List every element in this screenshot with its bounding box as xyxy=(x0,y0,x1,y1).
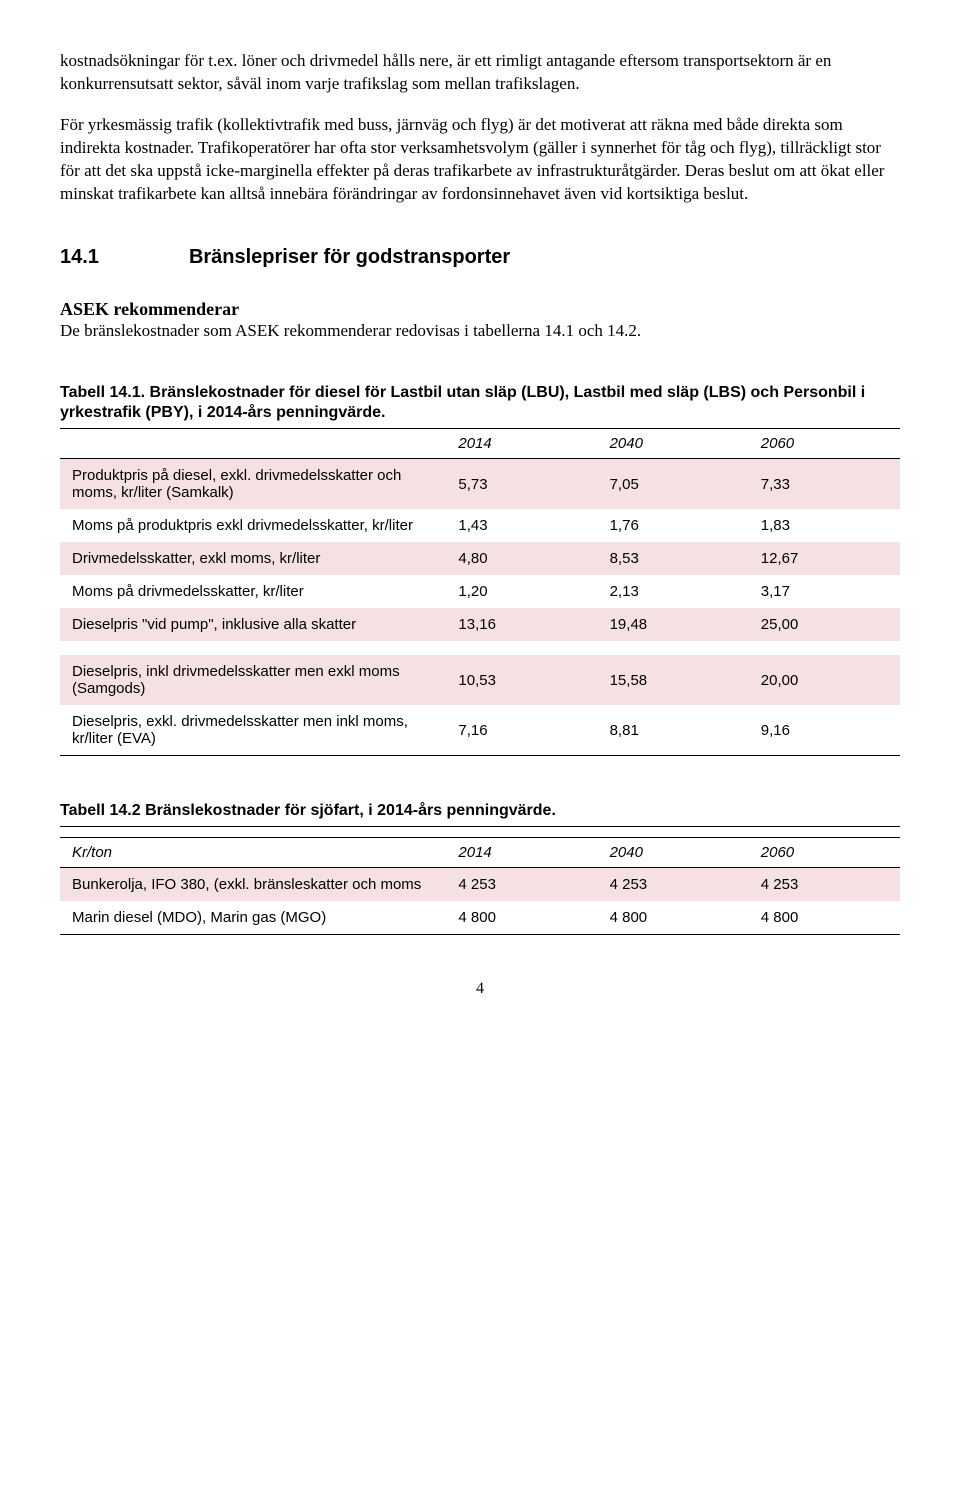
cell: 5,73 xyxy=(446,459,597,510)
cell: 3,17 xyxy=(749,575,900,608)
cell: 19,48 xyxy=(598,608,749,641)
table-row: Dieselpris "vid pump", inklusive alla sk… xyxy=(60,608,900,641)
table2-header-row: Kr/ton 2014 2040 2060 xyxy=(60,837,900,867)
table-gap xyxy=(60,641,900,655)
cell: 15,58 xyxy=(598,655,749,705)
cell: 1,76 xyxy=(598,509,749,542)
asek-text: De bränslekostnader som ASEK rekommender… xyxy=(60,320,900,343)
cell: 4 800 xyxy=(446,901,597,935)
table-row: Drivmedelsskatter, exkl moms, kr/liter 4… xyxy=(60,542,900,575)
table2-header-2014: 2014 xyxy=(446,837,597,867)
cell: 7,05 xyxy=(598,459,749,510)
cell: 12,67 xyxy=(749,542,900,575)
table-row: Dieselpris, exkl. drivmedelsskatter men … xyxy=(60,705,900,756)
table2-top-rule xyxy=(60,826,900,837)
page-number: 4 xyxy=(60,980,900,998)
cell: 4 253 xyxy=(446,867,597,901)
row-label: Marin diesel (MDO), Marin gas (MGO) xyxy=(60,901,446,935)
cell: 4,80 xyxy=(446,542,597,575)
table-row: Bunkerolja, IFO 380, (exkl. bränsleskatt… xyxy=(60,867,900,901)
cell: 1,20 xyxy=(446,575,597,608)
section-title: Bränslepriser för godstransporter xyxy=(189,246,510,268)
paragraph-2: För yrkesmässig trafik (kollektivtrafik … xyxy=(60,114,900,206)
cell: 10,53 xyxy=(446,655,597,705)
table-row: Dieselpris, inkl drivmedelsskatter men e… xyxy=(60,655,900,705)
section-heading: 14.1 Bränslepriser för godstransporter xyxy=(60,246,900,269)
table1-header-row: 2014 2040 2060 xyxy=(60,429,900,459)
table2-header-2060: 2060 xyxy=(749,837,900,867)
cell: 9,16 xyxy=(749,705,900,756)
table-row: Moms på produktpris exkl drivmedelsskatt… xyxy=(60,509,900,542)
table1: 2014 2040 2060 Produktpris på diesel, ex… xyxy=(60,428,900,756)
table1-header-2060: 2060 xyxy=(749,429,900,459)
cell: 4 800 xyxy=(749,901,900,935)
row-label: Moms på produktpris exkl drivmedelsskatt… xyxy=(60,509,446,542)
table-row: Produktpris på diesel, exkl. drivmedelss… xyxy=(60,459,900,510)
cell: 4 253 xyxy=(598,867,749,901)
row-label: Moms på drivmedelsskatter, kr/liter xyxy=(60,575,446,608)
table1-caption: Tabell 14.1. Bränslekostnader för diesel… xyxy=(60,383,900,425)
cell: 8,53 xyxy=(598,542,749,575)
row-label: Bunkerolja, IFO 380, (exkl. bränsleskatt… xyxy=(60,867,446,901)
table1-header-2014: 2014 xyxy=(446,429,597,459)
cell: 20,00 xyxy=(749,655,900,705)
cell: 4 253 xyxy=(749,867,900,901)
table2-caption: Tabell 14.2 Bränslekostnader för sjöfart… xyxy=(60,801,900,822)
table2-header-label: Kr/ton xyxy=(60,837,446,867)
cell: 1,43 xyxy=(446,509,597,542)
cell: 25,00 xyxy=(749,608,900,641)
row-label: Dieselpris "vid pump", inklusive alla sk… xyxy=(60,608,446,641)
row-label: Drivmedelsskatter, exkl moms, kr/liter xyxy=(60,542,446,575)
table2-header-2040: 2040 xyxy=(598,837,749,867)
row-label: Dieselpris, exkl. drivmedelsskatter men … xyxy=(60,705,446,756)
asek-heading: ASEK rekommenderar xyxy=(60,299,900,320)
cell: 2,13 xyxy=(598,575,749,608)
cell: 8,81 xyxy=(598,705,749,756)
section-number: 14.1 xyxy=(60,246,99,269)
cell: 4 800 xyxy=(598,901,749,935)
table1-header-2040: 2040 xyxy=(598,429,749,459)
cell: 7,16 xyxy=(446,705,597,756)
row-label: Produktpris på diesel, exkl. drivmedelss… xyxy=(60,459,446,510)
table1-header-blank xyxy=(60,429,446,459)
cell: 1,83 xyxy=(749,509,900,542)
paragraph-1: kostnadsökningar för t.ex. löner och dri… xyxy=(60,50,900,96)
cell: 13,16 xyxy=(446,608,597,641)
cell: 7,33 xyxy=(749,459,900,510)
table2: Kr/ton 2014 2040 2060 Bunkerolja, IFO 38… xyxy=(60,826,900,935)
row-label: Dieselpris, inkl drivmedelsskatter men e… xyxy=(60,655,446,705)
table-row: Marin diesel (MDO), Marin gas (MGO) 4 80… xyxy=(60,901,900,935)
table-row: Moms på drivmedelsskatter, kr/liter 1,20… xyxy=(60,575,900,608)
